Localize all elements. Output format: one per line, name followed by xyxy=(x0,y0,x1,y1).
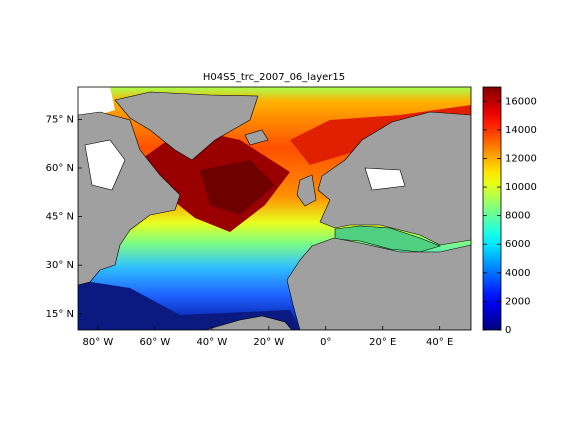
x-tick-label: 40° E xyxy=(426,337,453,348)
colorbar-tick-label: 12000 xyxy=(505,153,537,164)
britain xyxy=(296,174,317,207)
south-region xyxy=(78,280,300,330)
map-frame xyxy=(77,86,472,331)
no-data xyxy=(78,87,115,118)
colorbar-tick-label: 8000 xyxy=(505,211,530,222)
colorbar-tick-label: 2000 xyxy=(505,296,530,307)
colorbar-tick-label: 4000 xyxy=(505,268,530,279)
y-tick-label: 15° N xyxy=(46,309,74,320)
x-tick-label: 20° W xyxy=(253,337,284,348)
x-tick-label: 80° W xyxy=(83,337,114,348)
colorbar-tick-label: 10000 xyxy=(505,182,537,193)
y-tick-label: 30° N xyxy=(46,260,74,271)
iceland xyxy=(244,129,269,146)
colorbar-tick-label: 0 xyxy=(505,325,511,336)
y-tick-label: 75° N xyxy=(46,114,74,125)
x-tick-label: 0° xyxy=(320,337,331,348)
x-tick-label: 20° E xyxy=(369,337,396,348)
hudson-bay xyxy=(84,139,126,191)
map-field xyxy=(78,87,471,330)
peak-region xyxy=(200,160,275,215)
colorbar-tick-label: 16000 xyxy=(505,96,537,107)
south-america xyxy=(204,315,293,330)
mediterranean xyxy=(334,225,441,253)
x-tick-label: 40° W xyxy=(196,337,227,348)
x-tick-label: 60° W xyxy=(139,337,170,348)
baltic xyxy=(364,167,406,191)
colorbar xyxy=(482,86,502,331)
africa xyxy=(286,237,471,330)
y-tick-label: 60° N xyxy=(46,163,74,174)
colorbar-tick-label: 14000 xyxy=(505,125,537,136)
greenland xyxy=(114,91,259,161)
map-title: H04S5_trc_2007_06_layer15 xyxy=(203,72,345,83)
y-tick-label: 45° N xyxy=(46,212,74,223)
colorbar-tick-label: 6000 xyxy=(505,239,530,250)
